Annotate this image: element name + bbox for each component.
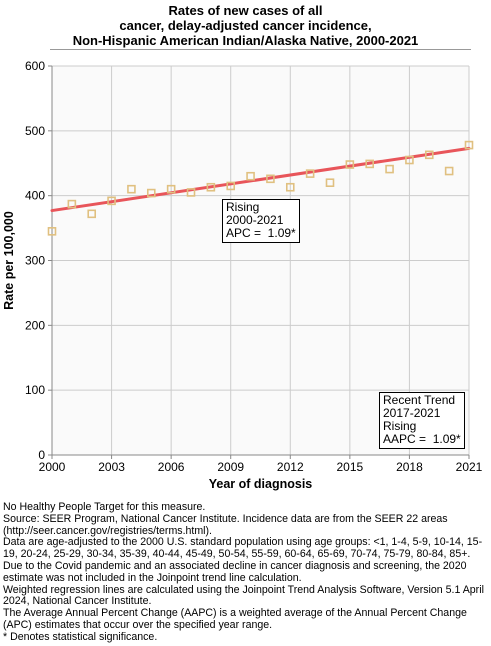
data-point bbox=[444, 166, 454, 176]
trend-annotation-box: Rising 2000-2021 APC = 1.09* bbox=[222, 199, 300, 243]
data-point bbox=[87, 209, 97, 219]
data-point bbox=[305, 169, 315, 178]
y-tick-label: 200 bbox=[25, 318, 45, 332]
footnote-age-adjustment: Data are age-adjusted to the 2000 U.S. s… bbox=[3, 536, 483, 561]
x-tick-label: 2006 bbox=[158, 460, 185, 474]
footnote-source: Source: SEER Program, National Cancer In… bbox=[3, 512, 448, 537]
x-tick-label: 2012 bbox=[277, 460, 304, 474]
footnote-target: No Healthy People Target for this measur… bbox=[3, 501, 206, 513]
y-axis-label: Rate per 100,000 bbox=[2, 211, 16, 310]
recent-trend-box: Recent Trend 2017-2021 Rising AAPC = 1.0… bbox=[379, 392, 465, 449]
footnote-aapc: The Average Annual Percent Change (AAPC)… bbox=[3, 607, 467, 631]
data-point bbox=[405, 155, 414, 165]
data-point bbox=[166, 184, 176, 194]
data-point bbox=[186, 188, 196, 197]
y-tick-label: 400 bbox=[25, 189, 45, 203]
recent-box-line-2: 2017-2021 bbox=[383, 406, 441, 420]
data-point bbox=[107, 196, 116, 206]
data-point bbox=[266, 174, 275, 184]
y-tick-label: 600 bbox=[25, 59, 45, 73]
x-tick-label: 2009 bbox=[217, 460, 244, 474]
data-point bbox=[127, 184, 136, 194]
chart-svg: 0 100 200 300 400 500 600 2000 2003 2006 2009 2012 2… bbox=[2, 59, 483, 491]
trend-box-line-3: APC = 1.09* bbox=[226, 226, 296, 240]
footnote-significance: * Denotes statistical significance. bbox=[3, 630, 158, 643]
recent-box-line-1: Recent Trend bbox=[383, 393, 456, 407]
data-point bbox=[424, 150, 434, 160]
x-tick-label: 2000 bbox=[39, 460, 66, 474]
x-tick-label: 2015 bbox=[337, 460, 364, 474]
data-point bbox=[146, 188, 156, 198]
y-tick-label: 0 bbox=[38, 448, 45, 462]
data-point bbox=[206, 182, 216, 192]
data-point bbox=[365, 159, 375, 169]
data-point bbox=[246, 171, 255, 181]
x-tick-label: 2003 bbox=[98, 460, 125, 474]
recent-box-line-4: AAPC = 1.09* bbox=[383, 432, 461, 446]
data-point bbox=[385, 164, 394, 174]
chart-title-line-1: Rates of new cases of all bbox=[168, 3, 323, 18]
recent-box-line-3: Rising bbox=[383, 419, 417, 433]
data-point bbox=[226, 181, 236, 191]
footnote-regression: Weighted regression lines are calculated… bbox=[3, 583, 484, 608]
y-tick-label: 100 bbox=[25, 383, 45, 397]
x-axis-label: Year of diagnosis bbox=[209, 477, 313, 491]
trend-box-line-1: Rising bbox=[226, 200, 260, 214]
y-tick-label: 500 bbox=[25, 124, 45, 138]
footnote-covid: Due to the Covid pandemic and an associa… bbox=[3, 559, 467, 584]
data-point bbox=[345, 160, 355, 169]
x-tick-label: 2021 bbox=[456, 460, 483, 474]
data-point bbox=[47, 227, 57, 236]
trend-box-line-2: 2000-2021 bbox=[226, 213, 284, 227]
chart-title-line-2: cancer, delay-adjusted cancer incidence, bbox=[119, 18, 372, 33]
data-point bbox=[325, 178, 335, 187]
data-point bbox=[464, 140, 474, 150]
x-tick-label: 2018 bbox=[396, 460, 423, 474]
footnotes: No Healthy People Target for this measur… bbox=[3, 501, 489, 644]
trend-line bbox=[50, 146, 471, 213]
data-point bbox=[67, 199, 77, 209]
title-divider bbox=[50, 49, 471, 50]
data-point bbox=[285, 182, 295, 192]
y-tick-label: 300 bbox=[25, 254, 45, 268]
chart-title-line-3: Non-Hispanic American Indian/Alaska Nati… bbox=[72, 33, 419, 48]
